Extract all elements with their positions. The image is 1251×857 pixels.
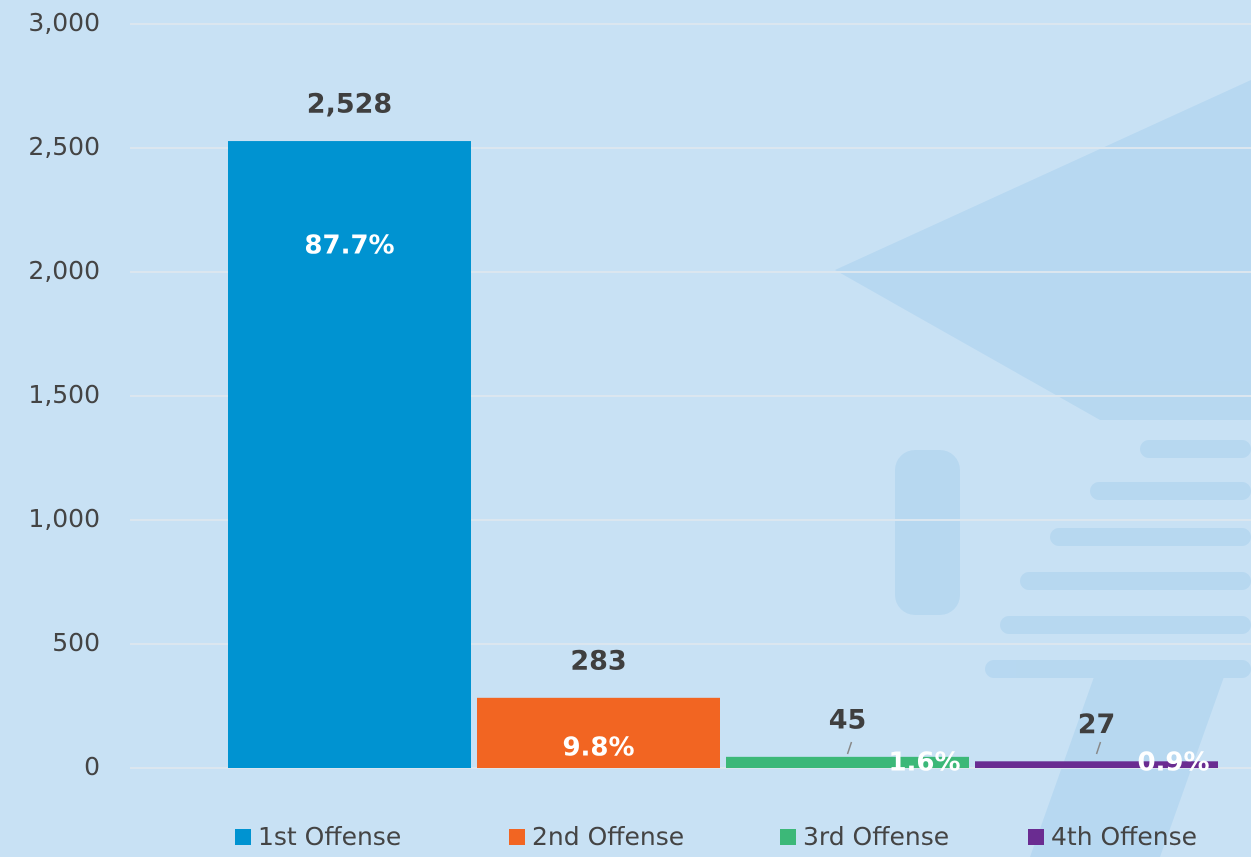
bar	[726, 756, 969, 768]
bar	[975, 761, 1218, 768]
y-tick-label: 500	[52, 628, 100, 657]
share-label: 87.7%	[304, 231, 394, 261]
legend-label: 2nd Offense	[532, 822, 684, 851]
y-tick-label: 1,000	[28, 504, 100, 533]
legend-swatch	[780, 829, 796, 845]
legend-label: 4th Offense	[1051, 822, 1197, 851]
y-tick-label: 0	[84, 752, 100, 781]
y-tick-label: 2,500	[28, 132, 100, 161]
bar	[477, 697, 720, 768]
leader-line	[846, 741, 853, 755]
legend-swatch	[235, 829, 251, 845]
value-label: 283	[570, 645, 626, 676]
share-label: 1.6%	[888, 748, 960, 778]
value-label: 27	[1078, 709, 1116, 740]
legend-label: 3rd Offense	[803, 822, 949, 851]
y-tick-label: 1,500	[28, 380, 100, 409]
value-label: 2,528	[307, 89, 392, 120]
legend-label: 1st Offense	[258, 822, 401, 851]
y-tick-label: 2,000	[28, 256, 100, 285]
leader-line	[1095, 741, 1102, 755]
bar	[228, 141, 471, 768]
legend-swatch	[1028, 829, 1044, 845]
value-label: 45	[829, 704, 867, 735]
y-tick-label: 3,000	[28, 8, 100, 37]
legend-swatch	[509, 829, 525, 845]
share-label: 0.9%	[1137, 748, 1209, 778]
share-label: 9.8%	[562, 733, 634, 763]
watermark	[835, 80, 1251, 857]
